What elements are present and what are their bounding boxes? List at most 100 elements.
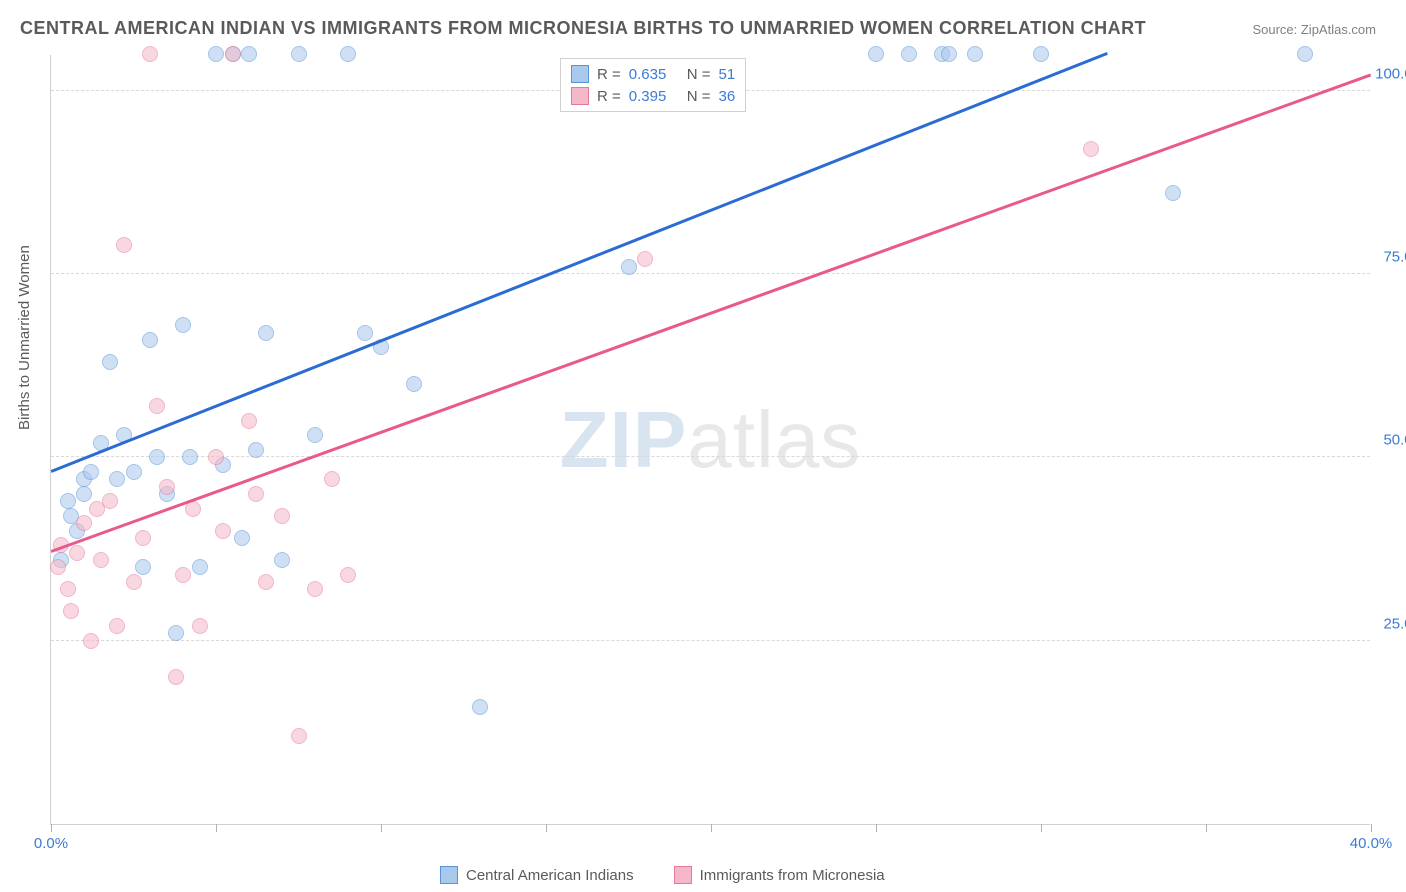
gridline xyxy=(51,456,1370,457)
scatter-point xyxy=(241,413,257,429)
scatter-point xyxy=(234,530,250,546)
scatter-point xyxy=(182,449,198,465)
x-tick xyxy=(1206,824,1207,832)
scatter-point xyxy=(357,325,373,341)
scatter-point xyxy=(324,471,340,487)
source-attribution: Source: ZipAtlas.com xyxy=(1252,22,1376,37)
n-value: 51 xyxy=(719,66,736,83)
scatter-point xyxy=(149,398,165,414)
scatter-point xyxy=(621,259,637,275)
scatter-point xyxy=(69,545,85,561)
scatter-point xyxy=(215,523,231,539)
scatter-point xyxy=(159,479,175,495)
y-axis-label: Births to Unmarried Women xyxy=(16,245,33,430)
scatter-point xyxy=(168,669,184,685)
scatter-point xyxy=(135,559,151,575)
series-legend: Central American Indians Immigrants from … xyxy=(440,866,885,884)
legend-label: Central American Indians xyxy=(466,867,634,884)
r-value: 0.635 xyxy=(629,66,679,83)
x-tick xyxy=(876,824,877,832)
scatter-point xyxy=(901,46,917,62)
y-tick-label: 100.0% xyxy=(1375,65,1406,82)
scatter-point xyxy=(406,376,422,392)
scatter-point xyxy=(149,449,165,465)
scatter-point xyxy=(50,559,66,575)
scatter-point xyxy=(340,46,356,62)
scatter-point xyxy=(241,46,257,62)
trend-line xyxy=(51,74,1372,553)
scatter-point xyxy=(208,46,224,62)
y-tick-label: 50.0% xyxy=(1383,432,1406,449)
x-tick xyxy=(711,824,712,832)
legend-item: Immigrants from Micronesia xyxy=(674,866,885,884)
r-label: R = xyxy=(597,88,621,105)
scatter-point xyxy=(1297,46,1313,62)
scatter-point xyxy=(1033,46,1049,62)
scatter-point xyxy=(274,552,290,568)
chart-title: CENTRAL AMERICAN INDIAN VS IMMIGRANTS FR… xyxy=(20,18,1146,39)
scatter-point xyxy=(60,581,76,597)
scatter-point xyxy=(76,486,92,502)
scatter-point xyxy=(142,332,158,348)
scatter-point xyxy=(116,237,132,253)
legend-swatch xyxy=(674,866,692,884)
x-tick xyxy=(546,824,547,832)
source-label: Source: xyxy=(1252,22,1300,37)
chart-plot-area: ZIPatlas 25.0%50.0%75.0%100.0%0.0%40.0% xyxy=(50,55,1370,825)
gridline xyxy=(51,273,1370,274)
scatter-point xyxy=(93,552,109,568)
scatter-point xyxy=(340,567,356,583)
scatter-point xyxy=(248,486,264,502)
legend-swatch xyxy=(571,87,589,105)
x-tick xyxy=(381,824,382,832)
scatter-point xyxy=(258,574,274,590)
x-tick-label: 40.0% xyxy=(1350,835,1393,852)
x-tick xyxy=(51,824,52,832)
scatter-point xyxy=(126,464,142,480)
scatter-point xyxy=(60,493,76,509)
scatter-point xyxy=(192,559,208,575)
scatter-point xyxy=(248,442,264,458)
scatter-point xyxy=(274,508,290,524)
legend-row: R = 0.635 N = 51 xyxy=(571,63,735,85)
watermark-atlas: atlas xyxy=(687,395,861,484)
y-tick-label: 25.0% xyxy=(1383,615,1406,632)
scatter-point xyxy=(83,464,99,480)
scatter-point xyxy=(868,46,884,62)
scatter-point xyxy=(109,618,125,634)
scatter-point xyxy=(126,574,142,590)
source-name: ZipAtlas.com xyxy=(1301,22,1376,37)
watermark: ZIPatlas xyxy=(560,394,861,486)
scatter-point xyxy=(307,581,323,597)
legend-swatch xyxy=(571,65,589,83)
scatter-point xyxy=(135,530,151,546)
legend-item: Central American Indians xyxy=(440,866,634,884)
legend-row: R =0.395N =36 xyxy=(571,85,735,107)
scatter-point xyxy=(225,46,241,62)
scatter-point xyxy=(941,46,957,62)
r-label: R = xyxy=(597,66,621,83)
x-tick xyxy=(1371,824,1372,832)
n-label: N = xyxy=(687,66,711,83)
x-tick-label: 0.0% xyxy=(34,835,68,852)
x-tick xyxy=(216,824,217,832)
scatter-point xyxy=(208,449,224,465)
scatter-point xyxy=(967,46,983,62)
scatter-point xyxy=(472,699,488,715)
scatter-point xyxy=(307,427,323,443)
scatter-point xyxy=(102,354,118,370)
legend-label: Immigrants from Micronesia xyxy=(700,867,885,884)
x-tick xyxy=(1041,824,1042,832)
y-tick-label: 75.0% xyxy=(1383,249,1406,266)
correlation-legend: R =0.635N =51R =0.395N =36 xyxy=(560,58,746,112)
r-value: 0.395 xyxy=(629,88,679,105)
scatter-point xyxy=(76,515,92,531)
scatter-point xyxy=(258,325,274,341)
scatter-point xyxy=(109,471,125,487)
trend-line xyxy=(51,52,1108,472)
scatter-point xyxy=(192,618,208,634)
watermark-zip: ZIP xyxy=(560,395,687,484)
scatter-point xyxy=(142,46,158,62)
legend-swatch xyxy=(440,866,458,884)
scatter-point xyxy=(175,567,191,583)
